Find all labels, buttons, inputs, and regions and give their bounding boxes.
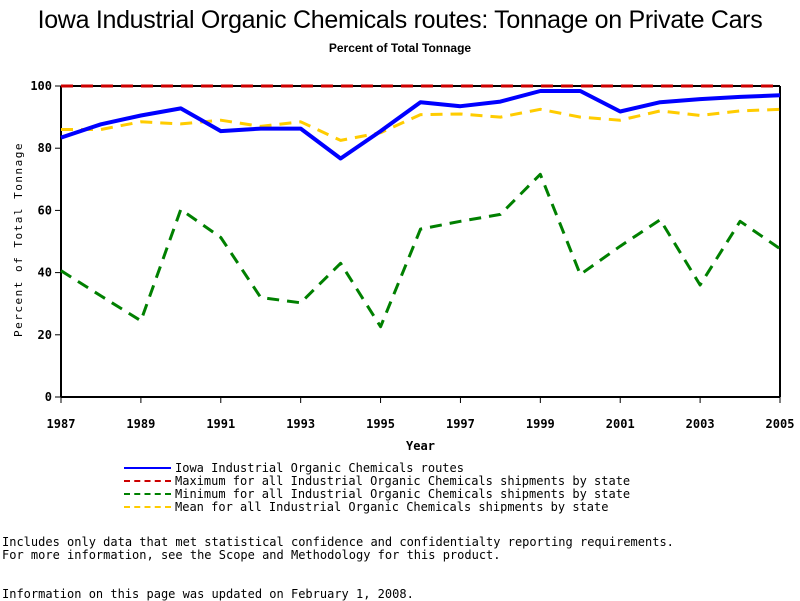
line-chart: 0 20 40 60 80 100 1987 1989 1991 1993 1995 1997 1999…	[0, 0, 800, 460]
series-line-mean	[61, 109, 780, 140]
legend-swatch	[124, 480, 171, 482]
legend-swatch	[124, 493, 171, 495]
legend-label: Iowa Industrial Organic Chemicals routes	[175, 461, 464, 475]
x-tick-label: 1999	[526, 417, 555, 431]
legend-swatch	[124, 467, 171, 469]
y-tick-label: 40	[38, 266, 52, 280]
legend-item-mean: Mean for all Industrial Organic Chemical…	[124, 500, 630, 513]
axes: 0 20 40 60 80 100 1987 1989 1991 1993 1995 1997 1999…	[30, 79, 794, 431]
x-tick-label: 1991	[206, 417, 235, 431]
legend: Iowa Industrial Organic Chemicals routes…	[124, 461, 630, 513]
legend-swatch	[124, 506, 171, 508]
footnote-methodology: For more information, see the Scope and …	[2, 548, 501, 562]
y-tick-label: 0	[45, 390, 52, 404]
x-axis-title: Year	[406, 439, 435, 453]
x-tick-label: 1993	[286, 417, 315, 431]
legend-label: Minimum for all Industrial Organic Chemi…	[175, 487, 630, 501]
y-tick-label: 60	[38, 203, 52, 217]
x-tick-label: 1997	[446, 417, 475, 431]
y-axis-title: Percent of Total Tonnage	[12, 142, 25, 337]
x-tick-label: 2003	[686, 417, 715, 431]
x-tick-label: 1995	[366, 417, 395, 431]
legend-item-minimum: Minimum for all Industrial Organic Chemi…	[124, 487, 630, 500]
footnote-confidentiality: Includes only data that met statistical …	[2, 535, 674, 549]
y-tick-label: 80	[38, 141, 52, 155]
y-tick-label: 20	[38, 328, 52, 342]
series-layer	[61, 86, 780, 327]
footnote-updated: Information on this page was updated on …	[2, 587, 414, 601]
legend-item-iowa: Iowa Industrial Organic Chemicals routes	[124, 461, 630, 474]
legend-item-maximum: Maximum for all Industrial Organic Chemi…	[124, 474, 630, 487]
x-tick-label: 2001	[606, 417, 635, 431]
x-tick-label: 1989	[126, 417, 155, 431]
series-line-minimum	[61, 174, 780, 326]
x-tick-label: 2005	[766, 417, 795, 431]
legend-label: Mean for all Industrial Organic Chemical…	[175, 500, 608, 514]
legend-label: Maximum for all Industrial Organic Chemi…	[175, 474, 630, 488]
x-tick-label: 1987	[47, 417, 76, 431]
y-tick-label: 100	[30, 79, 52, 93]
